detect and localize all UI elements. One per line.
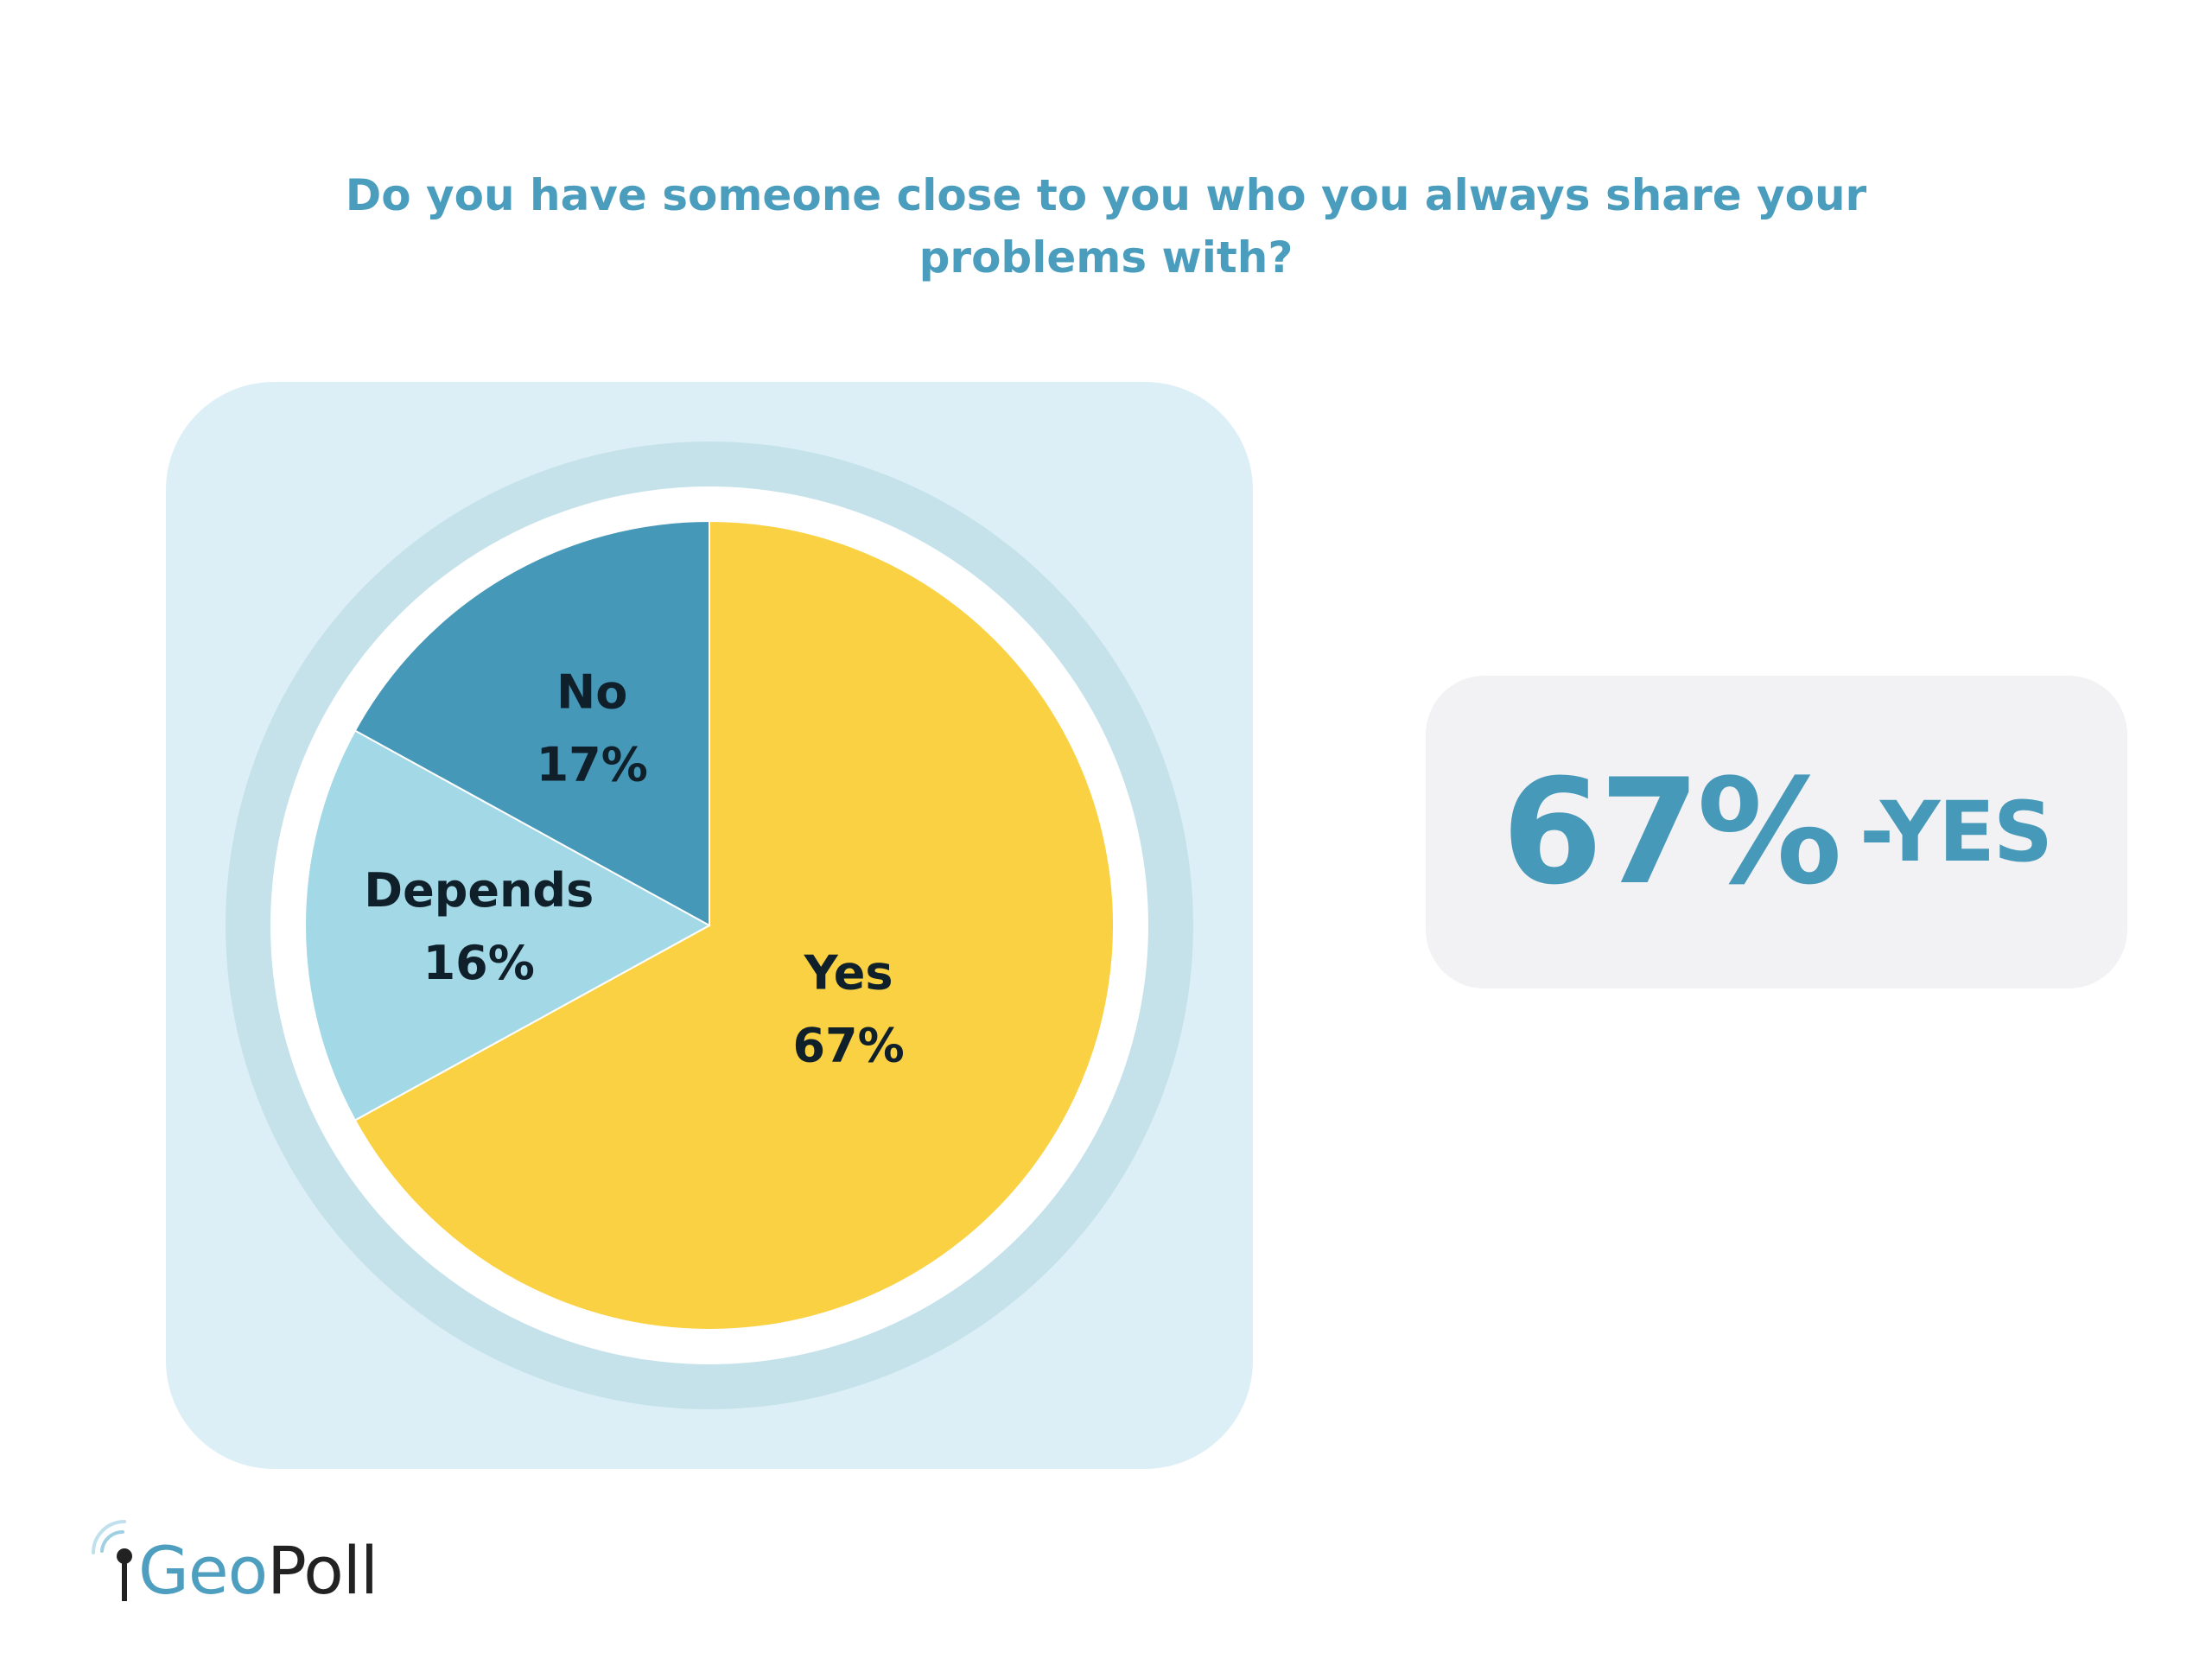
pie-slices [304, 519, 1115, 1331]
logo-wordmark: GeoPoll [138, 1532, 378, 1610]
chart-title: Do you have someone close to you who you… [345, 170, 1867, 283]
chart-panel: Yes 67% Depends 16% No 17% [166, 382, 1253, 1469]
pie-label-depends: Depends [364, 863, 594, 918]
pie-label-yes: Yes [804, 945, 893, 1000]
highlight-value: 67% [1501, 747, 1842, 917]
pie-value-yes: 67% [792, 1018, 904, 1072]
pie-slice-yes [353, 519, 1115, 1331]
pie-chart: Yes 67% Depends 16% No 17% [226, 442, 1193, 1409]
highlight-card: 67% -YES [1426, 676, 2127, 988]
signal-pin-icon [92, 1520, 132, 1601]
logo-geo: Geo [138, 1532, 268, 1609]
logo-poll: Poll [267, 1532, 378, 1609]
pie-slice-depends [304, 729, 712, 1122]
geopoll-logo: GeoPoll [86, 1516, 397, 1611]
pie-value-depends: 16% [423, 936, 535, 990]
highlight-suffix: -YES [1859, 784, 2053, 880]
pie-label-no: No [556, 664, 627, 719]
pie-value-no: 17% [537, 737, 648, 791]
pie-labels: Yes 67% Depends 16% No 17% [364, 664, 905, 1072]
pie-slice-no [353, 519, 710, 927]
